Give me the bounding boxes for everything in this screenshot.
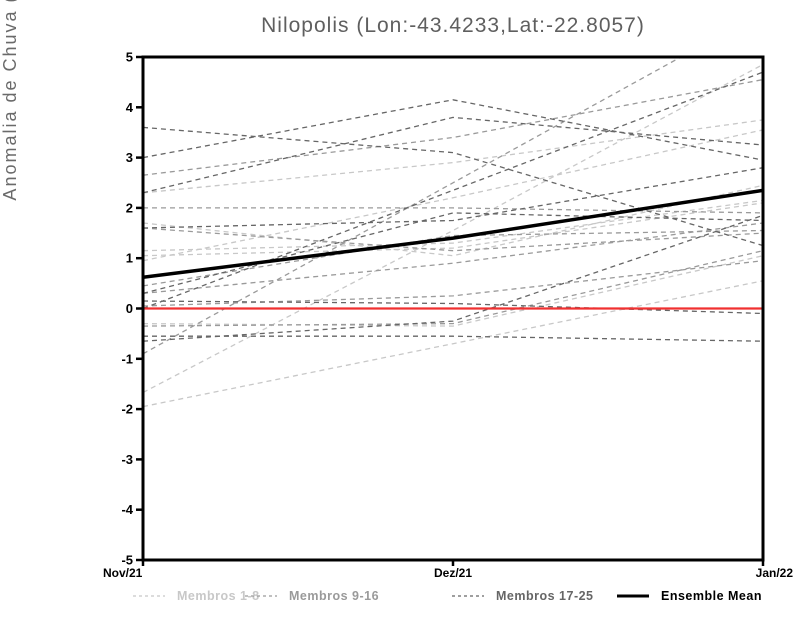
member-line-group3-8 [143,214,763,342]
legend-item-1: Membros 1-8 [133,586,260,606]
chart-title: Nilopolis (Lon:-43.4233,Lat:-22.8057) [261,14,645,37]
y-axis-title: Anomalia de Chuva (mm/dia) [0,0,20,201]
member-line-group3-4 [143,71,763,310]
member-line-group2-1 [143,57,683,355]
legend-label: Membros 9-16 [289,589,380,603]
member-line-group2-6 [143,250,763,327]
member-line-group3-5 [143,167,763,229]
member-line-group3-6 [143,300,763,315]
member-line-group1-7 [143,119,763,194]
member-line-group1-6 [143,129,763,262]
member-line-group1-5 [143,202,763,257]
legend-swatch-dashed-line [133,595,165,597]
member-line-group2-3 [143,227,763,252]
y-tick-label: -3 [121,452,133,467]
legend-label: Membros 1-8 [177,589,260,603]
legend-item-4: Ensemble Mean [617,586,762,606]
ensemble-mean-line [143,188,763,280]
legend-item-2: Membros 9-16 [245,586,379,606]
legend-swatch-solid-line [617,594,649,598]
member-line-group3-2 [143,116,763,194]
legend-item-3: Membros 17-25 [452,586,594,606]
member-line-group2-7 [143,78,763,176]
legend-label: Membros 17-25 [496,589,594,603]
member-line-group1-1 [143,280,763,408]
member-line-group2-2 [143,207,763,214]
member-line-group3-7 [143,335,763,342]
member-line-group3-3 [143,126,763,247]
member-line-group3-1 [143,99,763,161]
x-tick-label: Dez/21 [434,566,472,580]
y-tick-label: -4 [121,502,133,517]
y-tick-label: 1 [126,251,133,266]
y-tick-label: 5 [126,50,133,65]
x-tick-label: Jan/22 [756,566,794,580]
y-tick-label: -5 [121,553,133,568]
legend-label: Ensemble Mean [661,589,762,603]
member-line-group2-4 [143,222,763,295]
y-tick-label: 4 [126,100,134,115]
y-tick-label: 3 [126,150,133,165]
legend-swatch-dashed-line [452,595,484,597]
member-line-group1-3 [143,255,763,327]
y-tick-label: -2 [121,402,133,417]
member-line-group1-4 [143,199,763,252]
x-tick-label: Nov/21 [103,566,143,580]
legend-swatch-dashed-line [245,595,277,597]
chart-legend: Membros 1-8 Membros 9-16 Membros 17-25 Ense… [0,586,800,610]
y-tick-label: -1 [121,351,133,366]
member-line-group2-5 [143,260,763,307]
y-tick-label: 0 [126,301,133,316]
y-tick-label: 2 [126,200,133,215]
member-line-group1-8 [143,184,763,257]
